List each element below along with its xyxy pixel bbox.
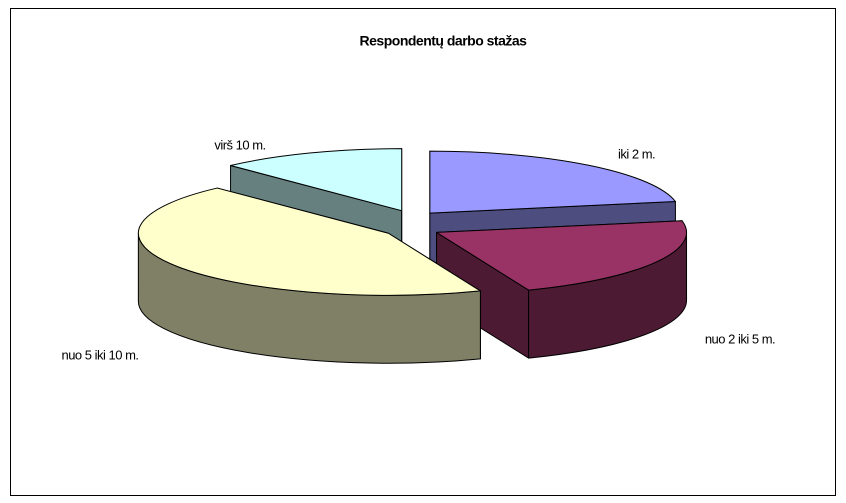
chart-frame: [10, 8, 836, 496]
slice: [436, 220, 688, 291]
slice-label: nuo 2 iki 5 m.: [705, 331, 775, 346]
slice: [137, 187, 481, 296]
slice-label: iki 2 m.: [618, 146, 655, 161]
slice-label: nuo 5 iki 10 m.: [61, 347, 138, 362]
slice-label: virš 10 m.: [214, 137, 265, 152]
slice: [230, 148, 403, 212]
chart-title: Respondentų darbo stažas: [360, 33, 528, 49]
slice: [429, 150, 676, 214]
